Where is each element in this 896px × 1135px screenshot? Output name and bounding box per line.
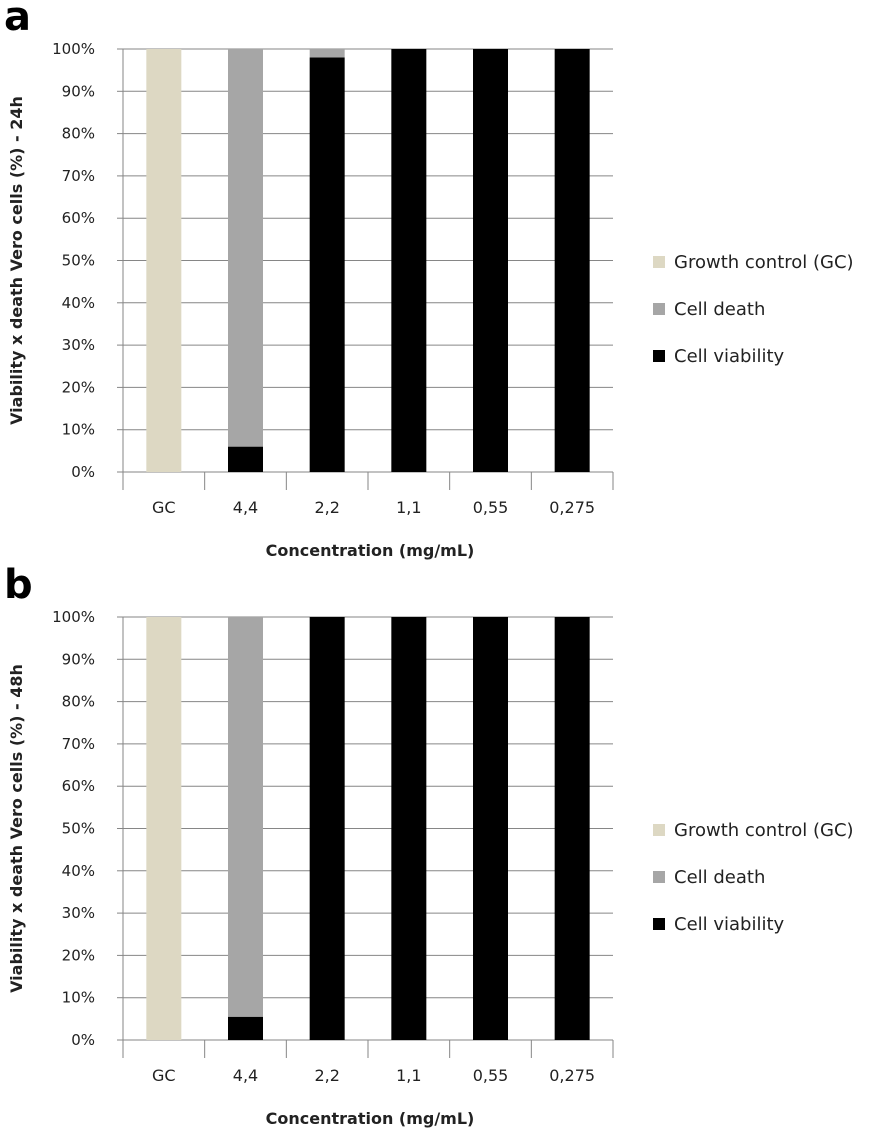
chart-panel-a: 0% 10% 20% 30% 40% 50% 60% 70% 80% 90% 100% GC 4,4 2,… <box>4 0 854 560</box>
chart-b-y-axis-title: Viability x death Vero cells (%) - 48h <box>7 664 26 993</box>
chart-a-y-tick-label: 50% <box>62 252 95 270</box>
chart-b-bar-cell-viability-1 <box>228 1016 263 1040</box>
chart-a-x-tick-label: 0,275 <box>549 498 595 517</box>
chart-a-svg: 0% 10% 20% 30% 40% 50% 60% 70% 80% 90% 100% GC 4,4 2,… <box>7 40 854 560</box>
chart-a-bar-cell-viability-3 <box>391 49 427 472</box>
chart-panel-b: 0% 10% 20% 30% 40% 50% 60% 70% 80% 90% 100% GC 4,4 2,… <box>0 562 896 1135</box>
chart-a-x-tick-label: 0,55 <box>473 498 509 517</box>
chart-a-x-tick-label: 4,4 <box>233 498 258 517</box>
chart-b-y-tick-label: 10% <box>62 989 95 1007</box>
chart-a-y-tick-label: 10% <box>62 421 95 439</box>
chart-b-y-tick-label: 60% <box>62 777 95 795</box>
chart-b-legend-swatch <box>653 918 665 930</box>
chart-a-y-axis-title: Viability x death Vero cells (%) - 24h <box>7 96 26 425</box>
chart-b-svg: 0% 10% 20% 30% 40% 50% 60% 70% 80% 90% 100% GC 4,4 2,… <box>7 608 854 1128</box>
chart-a-y-tick-label: 90% <box>62 82 95 100</box>
chart-b-legend-label: Cell viability <box>674 914 785 935</box>
chart-b-x-tick-label: 2,2 <box>314 1066 339 1085</box>
chart-b-bar-cell-viability-5 <box>554 617 590 1040</box>
chart-a-y-tick-label: 80% <box>62 125 95 143</box>
chart-b-bar-cell-viability-2 <box>309 617 345 1040</box>
chart-a-x-tick-label: 1,1 <box>396 498 421 517</box>
chart-a-y-tick-label: 60% <box>62 209 95 227</box>
chart-b-x-tick-label: 0,275 <box>549 1066 595 1085</box>
chart-b-y-tick-label: 80% <box>62 693 95 711</box>
chart-b-y-tick-label: 30% <box>62 904 95 922</box>
chart-a-y-tick-label: 20% <box>62 378 95 396</box>
chart-b-y-tick-label: 90% <box>62 650 95 668</box>
chart-a-y-tick-label: 40% <box>62 294 95 312</box>
chart-a-legend-label: Cell death <box>674 299 765 320</box>
chart-a-bar-growth-control-gc-0 <box>146 49 182 472</box>
chart-a-x-tick-label: GC <box>152 498 176 517</box>
chart-a-bar-cell-death-2 <box>309 49 345 58</box>
chart-a-x-axis-title: Concentration (mg/mL) <box>266 541 475 560</box>
chart-a-y-tick-label: 70% <box>62 167 95 185</box>
chart-a-bar-cell-death-1 <box>228 49 263 447</box>
chart-b-y-tick-label: 70% <box>62 735 95 753</box>
chart-b-y-tick-label: 20% <box>62 946 95 964</box>
chart-b-legend-swatch <box>653 871 665 883</box>
chart-a-legend-swatch <box>653 256 665 268</box>
chart-b-legend-label: Cell death <box>674 867 765 888</box>
chart-a-bar-cell-viability-5 <box>554 49 590 472</box>
chart-a-y-tick-label: 100% <box>52 40 95 58</box>
chart-b-y-tick-label: 50% <box>62 820 95 838</box>
chart-a-x-tick-label: 2,2 <box>314 498 339 517</box>
chart-b-x-tick-label: 0,55 <box>473 1066 509 1085</box>
chart-b-legend-label: Growth control (GC) <box>674 820 854 841</box>
chart-b-y-tick-label: 100% <box>52 608 95 626</box>
panel-label-a: a <box>4 0 31 40</box>
chart-b-y-tick-label: 0% <box>71 1031 95 1049</box>
chart-a-bar-cell-viability-2 <box>309 57 345 473</box>
chart-a-bar-cell-viability-4 <box>473 49 508 472</box>
chart-a-legend-label: Cell viability <box>674 346 785 367</box>
chart-b-y-tick-label: 40% <box>62 862 95 880</box>
chart-b-bar-cell-viability-3 <box>391 617 427 1040</box>
chart-a-legend-swatch <box>653 303 665 315</box>
chart-a-y-tick-label: 0% <box>71 463 95 481</box>
chart-a-legend-swatch <box>653 350 665 362</box>
chart-b-x-axis-title: Concentration (mg/mL) <box>266 1109 475 1128</box>
chart-b-bar-growth-control-gc-0 <box>146 617 182 1040</box>
chart-a-bar-cell-viability-1 <box>228 446 263 472</box>
chart-a-legend-label: Growth control (GC) <box>674 252 854 273</box>
chart-b-x-tick-label: GC <box>152 1066 176 1085</box>
panel-label-b: b <box>4 562 33 608</box>
chart-b-x-tick-label: 4,4 <box>233 1066 258 1085</box>
chart-b-legend-swatch <box>653 824 665 836</box>
chart-a-y-tick-label: 30% <box>62 336 95 354</box>
chart-b-bar-cell-viability-4 <box>473 617 508 1040</box>
chart-b-x-tick-label: 1,1 <box>396 1066 421 1085</box>
chart-b-bar-cell-death-1 <box>228 617 263 1017</box>
